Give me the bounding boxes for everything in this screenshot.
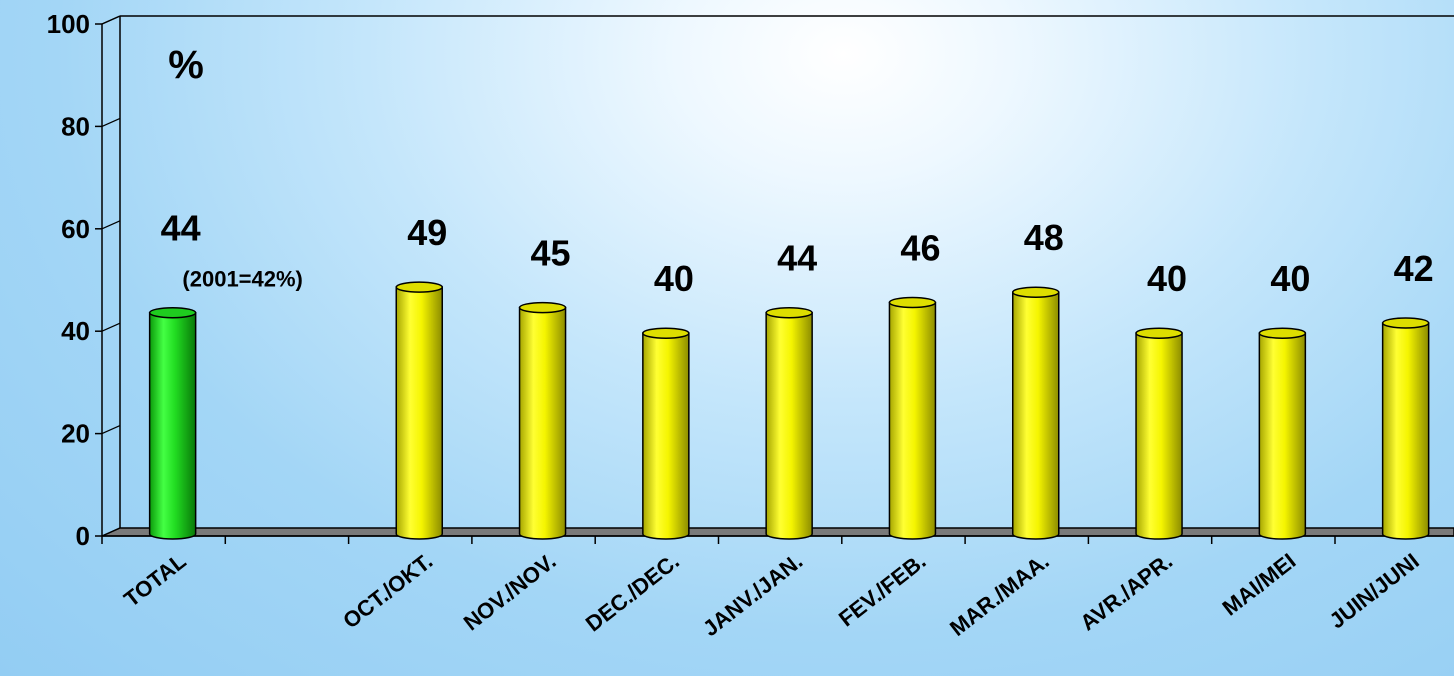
y-tick-label: 80: [61, 111, 90, 141]
y-tick-label: 40: [61, 316, 90, 346]
x-tick-label: DEC./DEC.: [581, 548, 684, 636]
annotation-2001: (2001=42%): [182, 267, 302, 292]
data-label-8: 40: [1270, 258, 1310, 299]
x-tick-label: NOV./NOV.: [459, 548, 561, 635]
bar-4: [765, 311, 813, 540]
bar-top-3: [642, 327, 690, 339]
x-tick-label: OCT./OKT.: [338, 548, 437, 633]
bar-top-4: [765, 306, 813, 319]
x-tick-label: AVR./APR.: [1075, 548, 1177, 635]
y-tick-label: 0: [76, 521, 90, 551]
bar-2: [518, 306, 567, 540]
bar-6: [1012, 291, 1060, 540]
data-label-1: 49: [407, 212, 447, 253]
data-label-total: 44: [161, 208, 201, 249]
y-tick-edge: [101, 220, 121, 230]
bar-top-1: [395, 281, 443, 293]
bar-total-top: [148, 306, 197, 319]
x-tick-label: JUIN/JUNI: [1325, 548, 1424, 633]
y-tick-edge: [101, 425, 121, 435]
x-tick-label: MAR./MAA.: [945, 548, 1054, 641]
y-tick-label: 20: [61, 419, 90, 449]
bar-top-6: [1012, 286, 1060, 298]
data-label-2: 45: [531, 233, 571, 274]
x-tick-label: FEV./FEB.: [834, 548, 931, 631]
unit-label: %: [168, 43, 204, 87]
data-label-7: 40: [1147, 258, 1187, 299]
data-label-4: 44: [777, 238, 817, 279]
y-tick-edge: [101, 527, 121, 537]
bar-top-7: [1135, 327, 1183, 339]
data-label-6: 48: [1024, 217, 1064, 258]
x-tick-label: TOTAL: [119, 548, 191, 612]
x-tick-label: JANV./JAN.: [698, 548, 807, 641]
bar-8: [1258, 332, 1307, 540]
data-label-3: 40: [654, 258, 694, 299]
bars: [148, 281, 1430, 540]
y-tick-edge: [101, 15, 121, 25]
data-label-5: 46: [900, 227, 940, 268]
data-label-9: 42: [1394, 248, 1434, 289]
bar-7: [1135, 332, 1183, 540]
bar-top-9: [1381, 317, 1430, 329]
bar-total: [148, 311, 197, 540]
bar-top-2: [518, 301, 567, 314]
bar-1: [395, 286, 443, 540]
x-tick-label: MAI/MEI: [1218, 548, 1301, 620]
y-tick-edge: [101, 117, 121, 127]
y-tick-label: 100: [47, 9, 90, 39]
bar-top-5: [888, 296, 937, 309]
bar-9: [1381, 322, 1430, 540]
bar-3: [642, 332, 690, 540]
bar-5: [888, 301, 937, 540]
y-tick-label: 60: [61, 214, 90, 244]
y-tick-edge: [101, 322, 121, 332]
bar-top-8: [1258, 327, 1307, 339]
